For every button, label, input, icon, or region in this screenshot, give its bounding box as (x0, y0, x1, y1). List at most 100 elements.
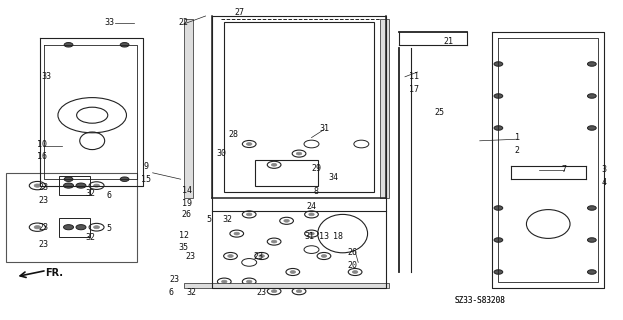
Text: 23: 23 (169, 276, 179, 284)
Text: 23: 23 (39, 196, 49, 204)
Text: SZ33-S83208: SZ33-S83208 (454, 296, 505, 305)
Circle shape (64, 177, 73, 181)
Text: SZ33-S83208: SZ33-S83208 (454, 296, 505, 305)
Text: 10: 10 (37, 140, 47, 148)
Text: 34: 34 (328, 173, 338, 182)
Text: 27: 27 (235, 8, 245, 17)
Text: 3: 3 (602, 165, 607, 174)
Bar (6, 173, 137, 262)
Text: 32: 32 (85, 189, 95, 198)
Bar (184, 283, 389, 288)
Circle shape (290, 271, 295, 273)
Circle shape (494, 270, 503, 274)
Circle shape (247, 143, 252, 145)
Text: 21: 21 (444, 37, 454, 46)
Circle shape (297, 290, 302, 292)
Text: 35: 35 (179, 243, 189, 252)
Text: 20: 20 (347, 261, 357, 270)
Text: 16: 16 (37, 152, 47, 161)
Circle shape (353, 271, 358, 273)
Text: 24: 24 (307, 202, 316, 211)
Text: 18: 18 (333, 232, 343, 241)
Bar (255, 160, 318, 186)
Circle shape (34, 184, 40, 187)
Circle shape (76, 225, 86, 230)
Text: 32: 32 (222, 215, 232, 224)
Text: 6: 6 (169, 288, 174, 297)
Text: 8: 8 (314, 188, 319, 196)
Circle shape (297, 152, 302, 155)
Text: 29: 29 (312, 164, 321, 172)
Circle shape (234, 232, 239, 235)
Text: 23: 23 (254, 252, 264, 261)
Circle shape (272, 290, 277, 292)
Text: 12: 12 (179, 231, 189, 240)
Circle shape (120, 177, 129, 181)
Circle shape (228, 255, 233, 257)
Circle shape (76, 183, 86, 188)
Text: 25: 25 (434, 108, 444, 116)
Text: 2: 2 (515, 146, 520, 155)
Circle shape (587, 94, 596, 98)
Text: 28: 28 (229, 130, 239, 139)
Circle shape (93, 184, 100, 187)
Text: 14: 14 (182, 186, 192, 195)
Circle shape (587, 126, 596, 130)
Text: 32: 32 (186, 288, 196, 297)
Text: 4: 4 (602, 178, 607, 187)
Text: 17: 17 (409, 85, 419, 94)
Circle shape (247, 213, 252, 216)
Circle shape (272, 240, 277, 243)
Text: 33: 33 (104, 18, 114, 27)
Text: 22: 22 (179, 18, 189, 27)
Text: 26: 26 (347, 248, 357, 257)
Text: 23: 23 (39, 223, 49, 232)
Circle shape (494, 238, 503, 242)
Circle shape (259, 255, 264, 257)
Circle shape (587, 238, 596, 242)
Circle shape (64, 225, 74, 230)
Text: 19: 19 (182, 199, 192, 208)
Bar (380, 19, 389, 198)
Circle shape (587, 206, 596, 210)
Text: 9: 9 (144, 162, 149, 171)
Text: 5: 5 (206, 215, 211, 224)
Bar (59, 218, 90, 237)
Circle shape (64, 183, 74, 188)
Text: 1: 1 (515, 133, 520, 142)
Text: 33: 33 (42, 72, 52, 81)
Text: 7: 7 (561, 165, 566, 174)
Text: FR.: FR. (45, 268, 63, 278)
Circle shape (494, 94, 503, 98)
Circle shape (321, 255, 326, 257)
Text: 23: 23 (39, 240, 49, 249)
Text: 23: 23 (257, 288, 267, 297)
Circle shape (284, 220, 289, 222)
Circle shape (247, 280, 252, 283)
Circle shape (309, 232, 314, 235)
Text: 26: 26 (182, 210, 192, 219)
Circle shape (34, 226, 40, 229)
Text: 13: 13 (319, 232, 329, 241)
Circle shape (494, 62, 503, 66)
Bar (59, 176, 90, 195)
Circle shape (272, 164, 277, 166)
Bar (184, 19, 193, 198)
Circle shape (494, 206, 503, 210)
Circle shape (93, 226, 100, 229)
Circle shape (587, 62, 596, 66)
Text: 32: 32 (85, 233, 95, 242)
Circle shape (222, 280, 227, 283)
Circle shape (120, 43, 129, 47)
Text: 30: 30 (216, 149, 226, 158)
Text: 23: 23 (185, 252, 195, 261)
Text: 31: 31 (304, 232, 314, 241)
Circle shape (64, 43, 73, 47)
Text: 5: 5 (107, 224, 112, 233)
Text: 11: 11 (409, 72, 419, 81)
Text: 31: 31 (319, 124, 329, 132)
Text: 15: 15 (141, 175, 151, 184)
Circle shape (309, 213, 314, 216)
Circle shape (494, 126, 503, 130)
Text: 23: 23 (39, 183, 49, 192)
